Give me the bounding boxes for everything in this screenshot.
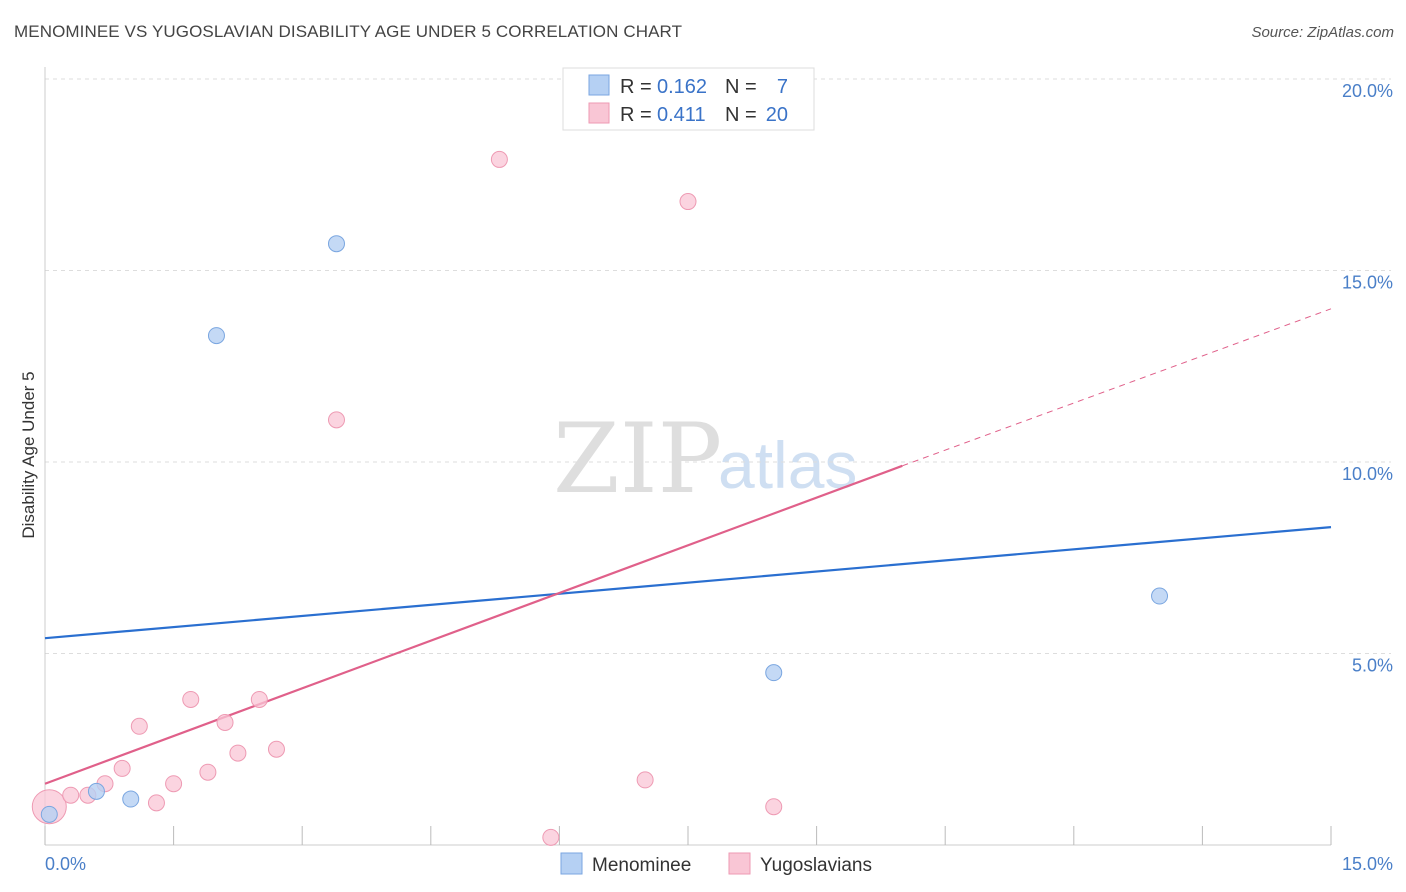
y-axis-label: Disability Age Under 5 — [19, 371, 38, 538]
yugoslavian-point — [113, 759, 131, 777]
yugoslavian-point — [250, 690, 268, 708]
watermark-atlas: atlas — [718, 428, 857, 502]
legend-r-value-1: 0.411 — [657, 104, 706, 126]
axis-layer: 5.0% 10.0% 15.0% 20.0% 0.0% 15.0% — [44, 67, 1393, 874]
grid-layer — [45, 78, 1391, 654]
menominee-point — [40, 805, 58, 823]
yugoslavian-point — [267, 740, 285, 758]
yugoslavian-point — [765, 798, 783, 816]
bottom-legend-yugoslavians: Yugoslavians — [760, 855, 872, 876]
y-tick-label: 20.0% — [1342, 81, 1393, 101]
chart-title: MENOMINEE VS YUGOSLAVIAN DISABILITY AGE … — [14, 22, 683, 41]
menominee-point — [327, 235, 345, 253]
yugoslavian-point — [216, 713, 234, 731]
trend-layer — [44, 308, 1332, 785]
source-credit: Source: ZipAtlas.com — [1251, 24, 1394, 41]
legend-n-value-1: 20 — [766, 104, 788, 126]
bottom-legend-swatch-menominee — [560, 852, 583, 875]
y-tick-label: 5.0% — [1352, 656, 1393, 676]
y-tick-label: 15.0% — [1342, 273, 1393, 293]
yugoslavian-point — [62, 786, 80, 804]
bottom-legend-menominee: Menominee — [592, 855, 691, 876]
yugoslavian-point — [636, 771, 654, 789]
yugoslavian-trend-extension — [902, 308, 1332, 467]
menominee-trend-line — [44, 526, 1332, 640]
yugoslavian-trend-line — [44, 464, 903, 785]
menominee-point — [122, 790, 140, 808]
legend-swatch-menominee — [588, 74, 610, 96]
legend-swatch-yugoslavians — [588, 102, 610, 124]
menominee-point — [1151, 587, 1169, 605]
yugoslavian-point — [229, 744, 247, 762]
y-tick-label: 10.0% — [1342, 464, 1393, 484]
yugoslavian-point — [130, 717, 148, 735]
menominee-point — [87, 782, 105, 800]
bottom-legend-swatch-yugoslavians — [728, 852, 751, 875]
yugoslavian-point — [182, 690, 200, 708]
yugoslavian-point — [679, 193, 697, 211]
yugoslavian-point — [199, 763, 217, 781]
legend-r-label-1: R = — [620, 104, 652, 126]
menominee-point — [765, 664, 783, 682]
yugoslavian-point — [147, 794, 165, 812]
yugoslavian-point — [542, 828, 560, 846]
legend-n-value-0: 7 — [777, 76, 788, 98]
legend-n-label-1: N = — [725, 104, 757, 126]
yugoslavian-point — [165, 775, 183, 793]
watermark-zip: ZIP — [553, 403, 722, 515]
yugoslavian-point — [327, 411, 345, 429]
x-tick-label: 0.0% — [45, 854, 86, 874]
legend-n-label-0: N = — [725, 76, 757, 98]
x-tick-label: 15.0% — [1342, 854, 1393, 874]
legend-box: R = 0.162 N = 7 R = 0.411 N = 20 — [562, 67, 815, 131]
menominee-point — [207, 327, 225, 345]
legend-r-label-0: R = — [620, 76, 652, 98]
bottom-legend: Menominee Yugoslavians — [560, 852, 872, 876]
legend-r-value-0: 0.162 — [657, 76, 707, 98]
point-layer — [31, 150, 1169, 846]
yugoslavian-point — [490, 150, 508, 168]
